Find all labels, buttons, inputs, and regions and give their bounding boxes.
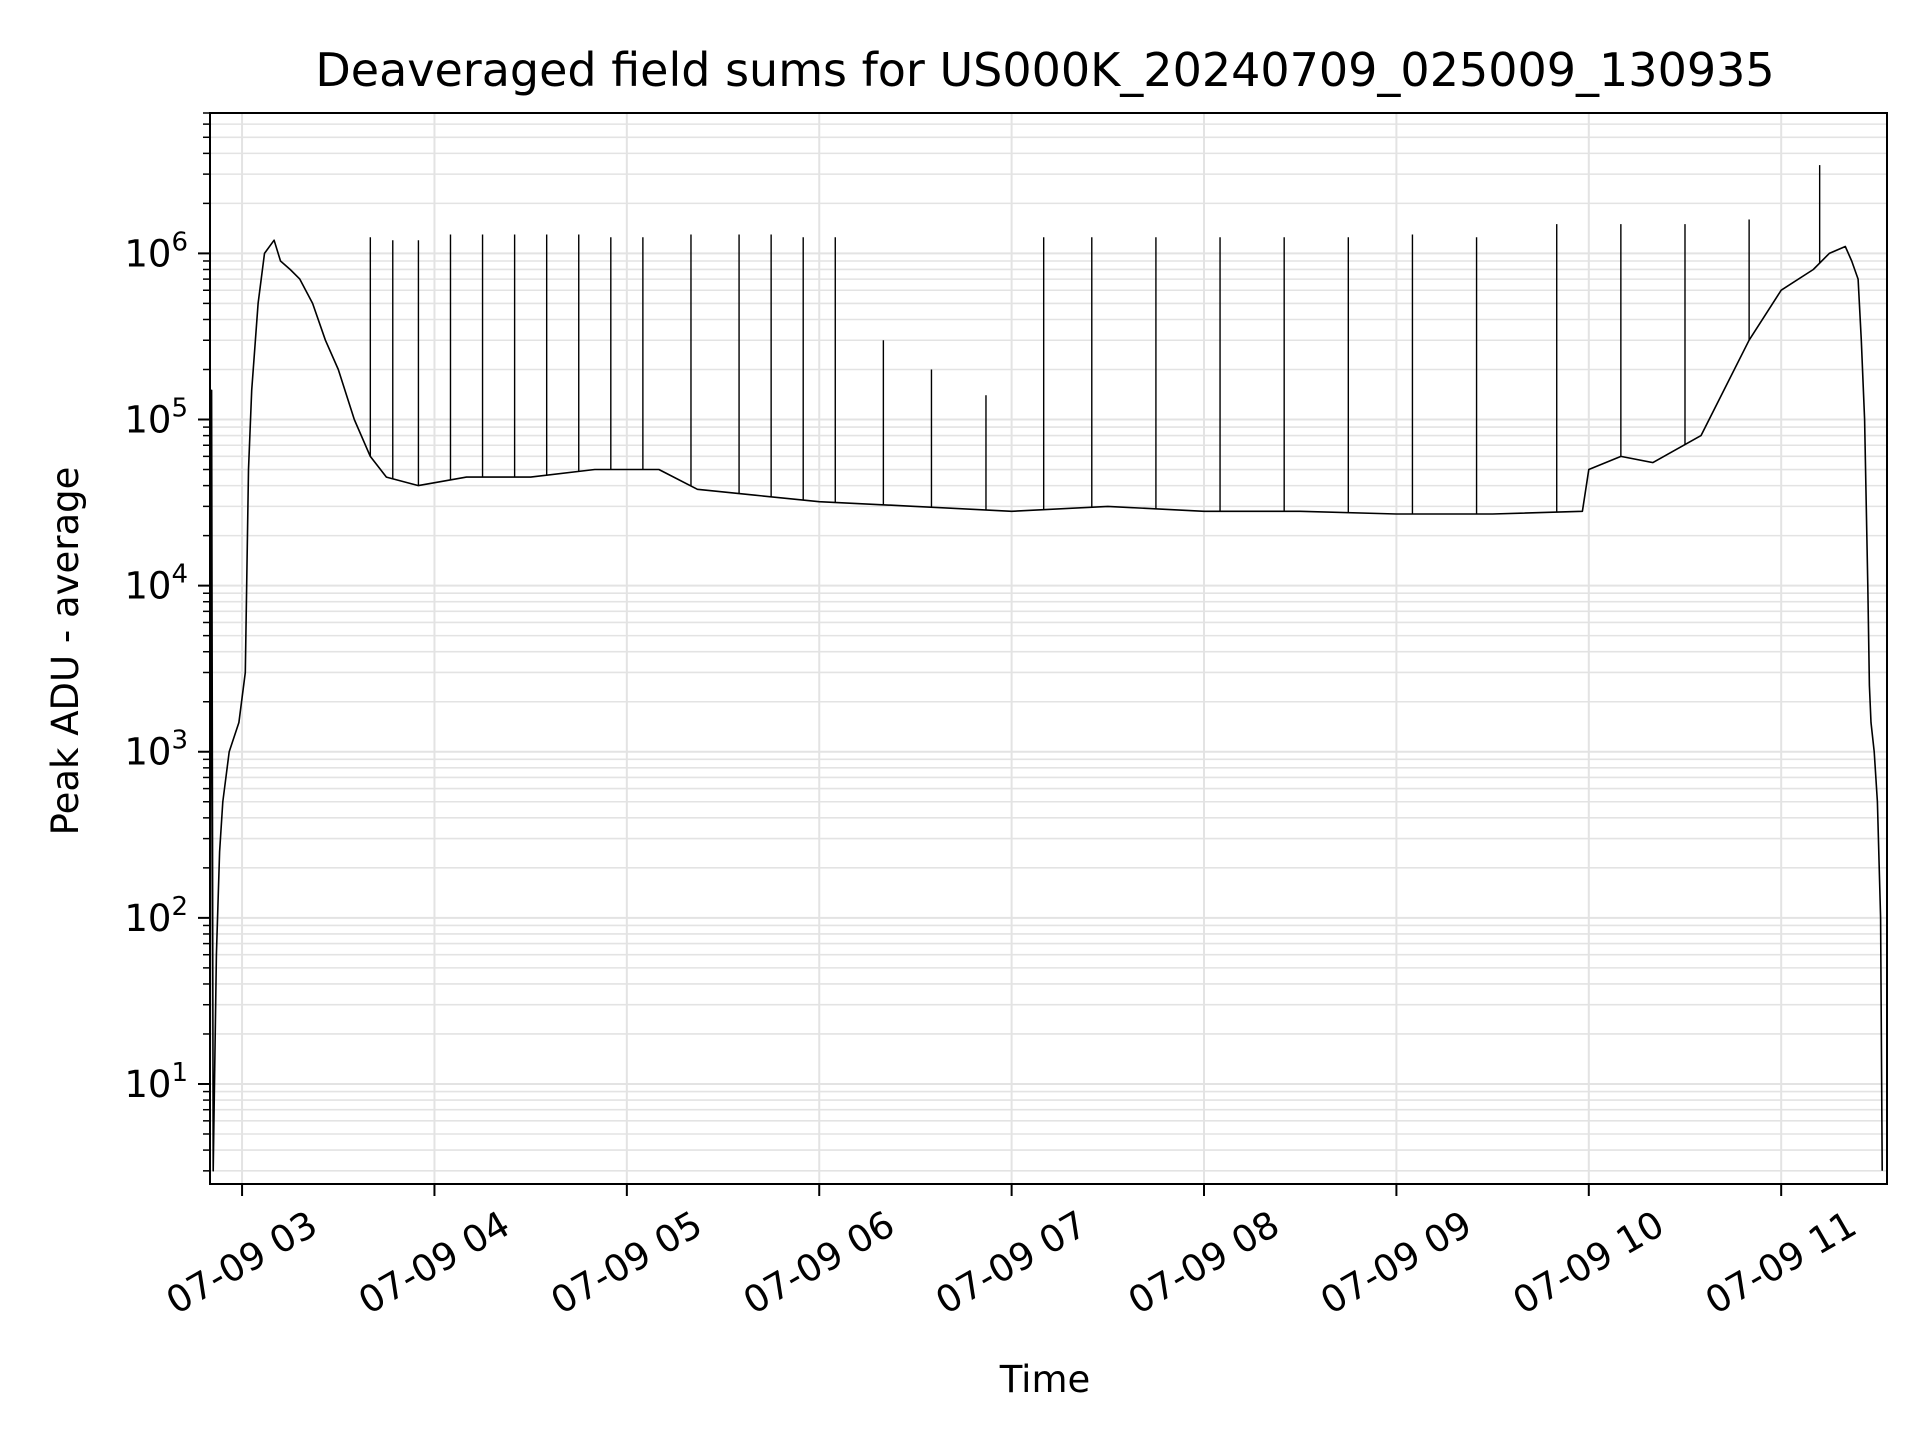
x-tick-label: 07-09 05 <box>544 1203 710 1323</box>
y-tick-label: 101 <box>124 1058 188 1106</box>
grid-layer <box>210 112 1887 1184</box>
x-tick-label: 07-09 10 <box>1506 1203 1672 1323</box>
x-tick-label: 07-09 04 <box>351 1203 517 1323</box>
y-tick-exponent: 5 <box>171 394 188 424</box>
x-tick-label: 07-09 03 <box>159 1203 325 1323</box>
data-layer <box>209 165 1883 1172</box>
y-tick-exponent: 2 <box>171 892 188 922</box>
y-tick-base: 10 <box>124 399 171 442</box>
x-tick-label: 07-09 09 <box>1313 1203 1479 1323</box>
y-tick-label: 106 <box>124 227 188 275</box>
x-tick-label: 07-09 07 <box>929 1203 1095 1323</box>
y-tick-exponent: 1 <box>171 1058 188 1088</box>
tick-layer: 07-09 03 07-09 04 07-09 05 07-09 06 07-09 07… <box>124 112 1864 1323</box>
x-tick-label: 07-09 08 <box>1121 1203 1287 1323</box>
chart-title: Deaveraged field sums for US000K_2024070… <box>315 43 1774 97</box>
series-line <box>209 239 1883 1172</box>
y-tick-exponent: 6 <box>171 227 188 257</box>
y-tick-exponent: 3 <box>171 726 188 756</box>
y-tick-base: 10 <box>124 731 171 774</box>
y-tick-label: 102 <box>124 892 188 940</box>
y-axis-label: Peak ADU - average <box>44 467 87 836</box>
y-tick-base: 10 <box>124 232 171 275</box>
y-tick-label: 105 <box>124 394 188 442</box>
x-tick-label: 07-09 11 <box>1698 1203 1864 1323</box>
y-tick-exponent: 4 <box>171 560 188 590</box>
y-tick-base: 10 <box>124 565 171 608</box>
x-axis-label: Time <box>999 1358 1091 1401</box>
plot-frame <box>209 112 1888 1185</box>
y-tick-base: 10 <box>124 1063 171 1106</box>
y-tick-label: 104 <box>124 560 188 608</box>
y-tick-label: 103 <box>124 726 188 774</box>
x-tick-label: 07-09 06 <box>736 1203 902 1323</box>
y-tick-base: 10 <box>124 897 171 940</box>
